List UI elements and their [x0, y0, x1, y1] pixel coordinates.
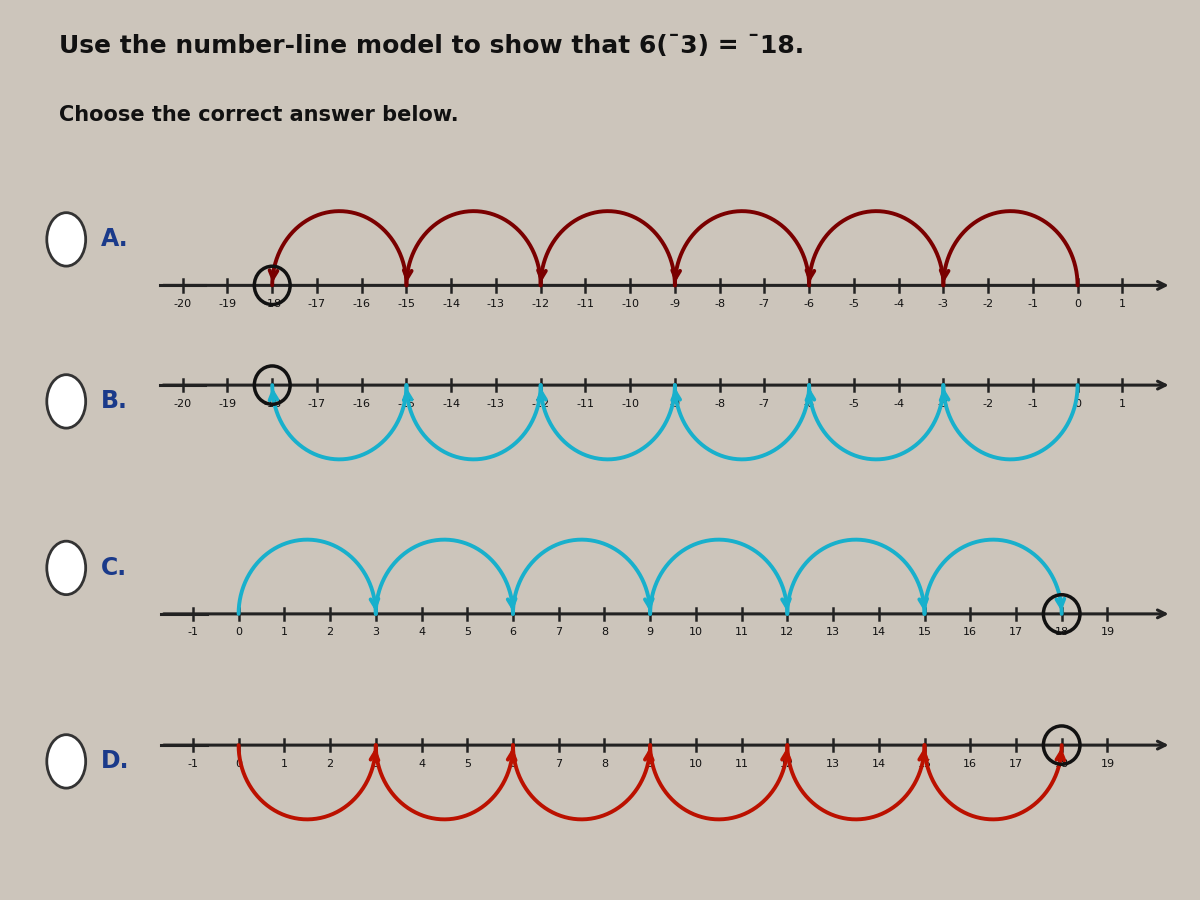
- Text: 5: 5: [463, 759, 470, 769]
- Text: -16: -16: [353, 399, 371, 409]
- Text: -14: -14: [442, 399, 461, 409]
- Text: -4: -4: [893, 299, 904, 309]
- Text: -6: -6: [804, 399, 815, 409]
- Circle shape: [47, 212, 85, 266]
- Text: 15: 15: [918, 627, 931, 637]
- Text: -2: -2: [983, 399, 994, 409]
- Text: 14: 14: [871, 759, 886, 769]
- Text: -10: -10: [622, 399, 640, 409]
- Text: 13: 13: [826, 759, 840, 769]
- Text: -19: -19: [218, 299, 236, 309]
- Text: -1: -1: [187, 627, 198, 637]
- Text: 16: 16: [964, 759, 977, 769]
- Text: -8: -8: [714, 299, 725, 309]
- Text: -3: -3: [938, 399, 949, 409]
- Text: -1: -1: [1027, 399, 1038, 409]
- Text: 9: 9: [647, 627, 654, 637]
- Text: B.: B.: [101, 390, 127, 413]
- Text: 19: 19: [1100, 627, 1115, 637]
- Text: 5: 5: [463, 627, 470, 637]
- Text: -5: -5: [848, 299, 859, 309]
- Text: 1: 1: [1118, 299, 1126, 309]
- Text: 1: 1: [281, 627, 288, 637]
- Text: -14: -14: [442, 299, 461, 309]
- Text: -8: -8: [714, 399, 725, 409]
- Text: 1: 1: [1118, 399, 1126, 409]
- Text: -1: -1: [187, 759, 198, 769]
- Text: 11: 11: [734, 759, 749, 769]
- Text: -17: -17: [308, 399, 326, 409]
- Text: -19: -19: [218, 399, 236, 409]
- Text: 4: 4: [418, 759, 425, 769]
- Text: -18: -18: [263, 299, 281, 309]
- Text: -13: -13: [487, 399, 505, 409]
- Text: 16: 16: [964, 627, 977, 637]
- Text: -12: -12: [532, 299, 550, 309]
- Text: 0: 0: [1074, 399, 1081, 409]
- Text: 15: 15: [918, 759, 931, 769]
- Text: 9: 9: [647, 759, 654, 769]
- Text: 7: 7: [556, 759, 563, 769]
- Text: -5: -5: [848, 399, 859, 409]
- Text: 8: 8: [601, 759, 608, 769]
- Text: 3: 3: [372, 759, 379, 769]
- Text: 18: 18: [1055, 759, 1069, 769]
- Text: -6: -6: [804, 299, 815, 309]
- Text: -1: -1: [1027, 299, 1038, 309]
- Text: 17: 17: [1009, 759, 1024, 769]
- Text: 6: 6: [510, 759, 516, 769]
- Text: 2: 2: [326, 759, 334, 769]
- Text: 4: 4: [418, 627, 425, 637]
- Text: Choose the correct answer below.: Choose the correct answer below.: [59, 105, 458, 125]
- Text: 17: 17: [1009, 627, 1024, 637]
- Text: -20: -20: [174, 299, 192, 309]
- Text: -4: -4: [893, 399, 904, 409]
- Text: -12: -12: [532, 399, 550, 409]
- Text: 0: 0: [235, 759, 242, 769]
- Text: D.: D.: [101, 750, 130, 773]
- Text: 14: 14: [871, 627, 886, 637]
- Text: -3: -3: [938, 299, 949, 309]
- Text: -16: -16: [353, 299, 371, 309]
- Text: 10: 10: [689, 759, 703, 769]
- Circle shape: [47, 541, 85, 595]
- Text: -11: -11: [576, 399, 594, 409]
- Text: -15: -15: [397, 399, 415, 409]
- Text: -9: -9: [670, 399, 680, 409]
- Text: 8: 8: [601, 627, 608, 637]
- Text: -13: -13: [487, 299, 505, 309]
- Text: -7: -7: [758, 399, 770, 409]
- Text: 0: 0: [235, 627, 242, 637]
- Circle shape: [47, 374, 85, 428]
- Text: 12: 12: [780, 627, 794, 637]
- Text: 6: 6: [510, 627, 516, 637]
- Text: -10: -10: [622, 299, 640, 309]
- Text: 7: 7: [556, 627, 563, 637]
- Text: 10: 10: [689, 627, 703, 637]
- Text: -7: -7: [758, 299, 770, 309]
- Text: 3: 3: [372, 627, 379, 637]
- Text: 2: 2: [326, 627, 334, 637]
- Text: -9: -9: [670, 299, 680, 309]
- Text: 13: 13: [826, 627, 840, 637]
- Text: -2: -2: [983, 299, 994, 309]
- Text: 11: 11: [734, 627, 749, 637]
- Text: -15: -15: [397, 299, 415, 309]
- Text: 12: 12: [780, 759, 794, 769]
- Text: 19: 19: [1100, 759, 1115, 769]
- Circle shape: [47, 734, 85, 788]
- Text: 0: 0: [1074, 299, 1081, 309]
- Text: C.: C.: [101, 556, 127, 580]
- Text: -17: -17: [308, 299, 326, 309]
- Text: -18: -18: [263, 399, 281, 409]
- Text: -20: -20: [174, 399, 192, 409]
- Text: 18: 18: [1055, 627, 1069, 637]
- Text: -11: -11: [576, 299, 594, 309]
- Text: A.: A.: [101, 228, 128, 251]
- Text: 1: 1: [281, 759, 288, 769]
- Text: Use the number-line model to show that 6(¯3) = ¯18.: Use the number-line model to show that 6…: [59, 34, 804, 58]
